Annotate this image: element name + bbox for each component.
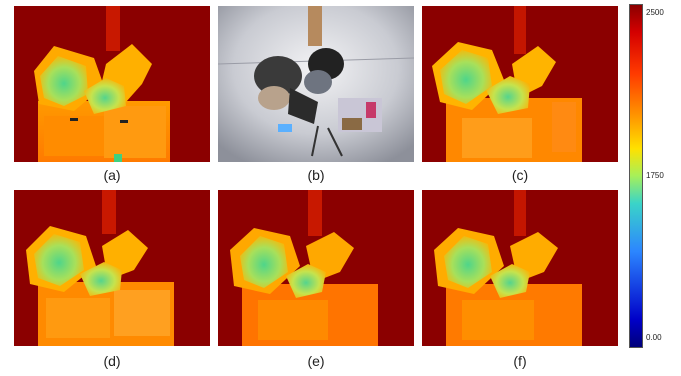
depth-panel-c: [422, 6, 618, 162]
colorbar-tick-bottom: 0.00: [646, 333, 662, 342]
depth-panel-f: [422, 190, 618, 346]
caption-e: (e): [307, 353, 325, 369]
depth-panel-a: [14, 6, 210, 162]
depth-panel-e: [218, 190, 414, 346]
caption-c: (c): [511, 167, 529, 183]
caption-a: (a): [103, 167, 121, 183]
colorbar-tick-top: 2500: [646, 8, 664, 17]
depth-colorbar: [629, 4, 643, 348]
caption-d: (d): [103, 353, 121, 369]
colorbar-tick-mid: 1750: [646, 171, 664, 180]
rgb-photo-panel-b: [218, 6, 414, 162]
caption-b: (b): [307, 167, 325, 183]
depth-panel-d: [14, 190, 210, 346]
caption-f: (f): [513, 353, 527, 369]
